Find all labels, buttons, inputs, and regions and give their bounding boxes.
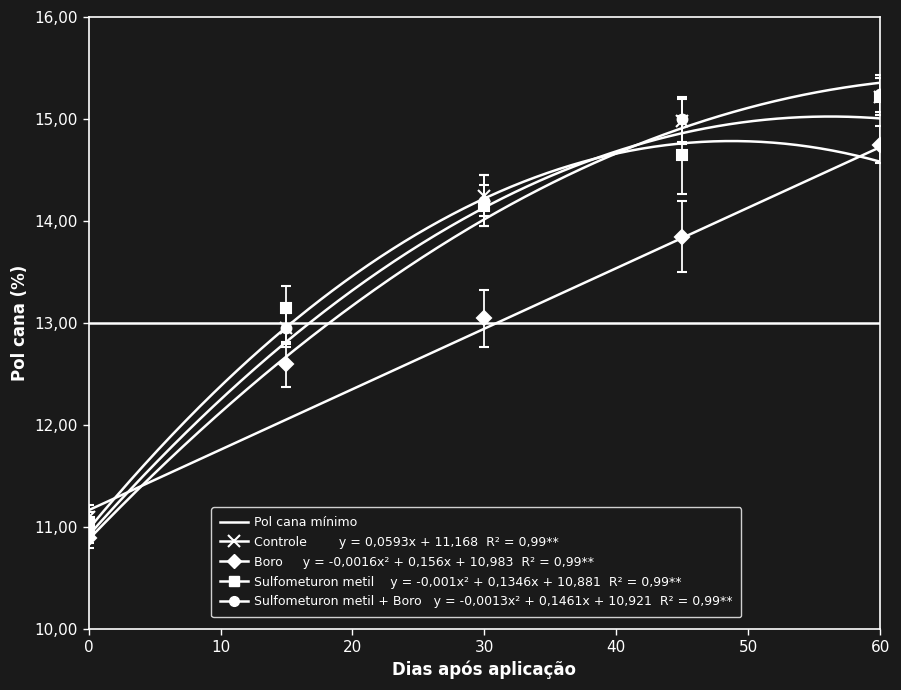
X-axis label: Dias após aplicação: Dias após aplicação	[393, 660, 577, 679]
Legend: Pol cana mínimo, Controle        y = 0,0593x + 11,168  R² = 0,99**, Boro     y =: Pol cana mínimo, Controle y = 0,0593x + …	[211, 507, 741, 617]
Y-axis label: Pol cana (%): Pol cana (%)	[11, 265, 29, 382]
